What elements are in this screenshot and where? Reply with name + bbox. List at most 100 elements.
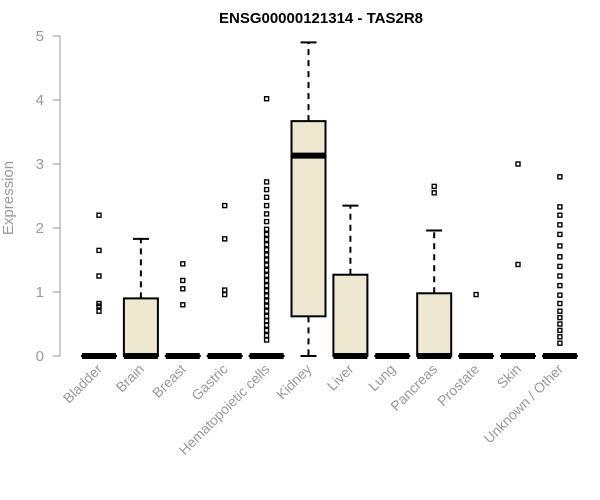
y-axis-ticks: 0 1 2 3 4 5: [36, 28, 60, 365]
outlier-point: [263, 236, 270, 243]
outlier-point: [263, 282, 270, 289]
outlier-point: [557, 222, 563, 228]
outlier-point: [557, 231, 563, 238]
outlier-point: [557, 308, 563, 314]
x-tick-label: Liver: [324, 361, 357, 394]
outlier-point: [96, 300, 102, 307]
outlier-point: [221, 287, 228, 293]
x-tick-label: Skin: [494, 361, 525, 392]
box-body: [122, 297, 159, 357]
outlier-point: [263, 194, 270, 200]
box-10: [500, 161, 536, 359]
y-tick-label: 3: [36, 156, 44, 173]
outlier-point: [431, 183, 437, 190]
x-tick-label: Bladder: [60, 361, 106, 407]
outlier-point: [96, 212, 102, 218]
outlier-point: [263, 179, 270, 185]
outlier-point: [263, 332, 270, 339]
outlier-point: [263, 318, 270, 324]
outlier-point: [96, 247, 102, 254]
outlier-point: [263, 322, 270, 328]
outlier-point: [263, 303, 270, 309]
outlier-point: [263, 231, 270, 238]
outlier-point: [557, 282, 563, 289]
outlier-point: [263, 337, 270, 343]
box-body: [416, 292, 453, 357]
outlier-point: [263, 218, 270, 225]
x-tick-label: Lung: [365, 361, 398, 394]
box-series: [81, 41, 578, 359]
outlier-point: [557, 321, 563, 327]
outlier-point: [557, 340, 563, 346]
box-4: [248, 96, 285, 359]
box-body: [332, 273, 369, 357]
outlier-point: [263, 252, 270, 258]
outlier-point: [515, 161, 521, 167]
outlier-point: [263, 277, 270, 284]
box-6: [332, 204, 369, 359]
box-1: [122, 237, 159, 359]
x-tick-label: Brain: [113, 361, 147, 395]
y-tick-label: 1: [36, 284, 44, 301]
outlier-point: [263, 308, 270, 314]
outlier-point: [431, 190, 437, 196]
outlier-point: [557, 273, 563, 279]
outlier-point: [557, 243, 563, 249]
x-tick-label: Kidney: [273, 361, 315, 403]
outlier-point: [263, 202, 270, 209]
outlier-point: [263, 186, 270, 193]
outlier-point: [263, 267, 270, 273]
x-tick-label: Unknown / Other: [480, 361, 566, 447]
outlier-point: [263, 298, 270, 304]
outlier-point: [263, 211, 270, 217]
outlier-point: [557, 204, 563, 210]
outlier-point: [557, 300, 563, 307]
outlier-point: [557, 174, 563, 180]
x-tick-label: Breast: [149, 361, 189, 401]
outlier-point: [96, 273, 102, 279]
outlier-point: [180, 302, 186, 308]
y-tick-label: 0: [36, 348, 44, 365]
outlier-point: [263, 247, 270, 253]
box-9: [458, 291, 495, 359]
outlier-point: [221, 291, 228, 298]
y-axis-label: Expression: [0, 161, 17, 235]
outlier-point: [96, 308, 102, 314]
outlier-point: [263, 226, 270, 232]
outlier-point: [263, 327, 270, 334]
outlier-point: [557, 327, 563, 334]
outlier-point: [180, 277, 186, 284]
outlier-point: [557, 314, 563, 321]
y-tick-label: 4: [36, 92, 44, 109]
outlier-point: [180, 261, 186, 267]
x-tick-label: Prostate: [434, 361, 482, 409]
outlier-point: [180, 286, 186, 292]
outlier-point: [263, 288, 270, 294]
outlier-point: [557, 212, 563, 218]
outlier-point: [263, 293, 270, 299]
outlier-point: [557, 292, 563, 298]
outlier-point: [221, 236, 228, 242]
outlier-point: [473, 291, 479, 298]
box-0: [81, 212, 117, 359]
outlier-point: [557, 263, 563, 270]
outlier-point: [557, 254, 563, 260]
chart-title: ENSG00000121314 - TAS2R8: [219, 10, 423, 27]
outlier-point: [221, 202, 228, 209]
y-tick-label: 5: [36, 28, 44, 45]
box-2: [164, 261, 201, 359]
outlier-point: [263, 241, 270, 248]
outlier-point: [263, 262, 270, 268]
outlier-point: [515, 261, 521, 268]
outlier-point: [263, 272, 270, 279]
x-tick-label: Pancreas: [387, 361, 440, 414]
outlier-point: [557, 334, 563, 340]
outlier-point: [263, 257, 270, 263]
box-body: [290, 120, 327, 318]
box-3: [206, 202, 243, 359]
box-8: [416, 183, 453, 359]
outlier-point: [263, 96, 270, 102]
outlier-point: [263, 313, 270, 320]
